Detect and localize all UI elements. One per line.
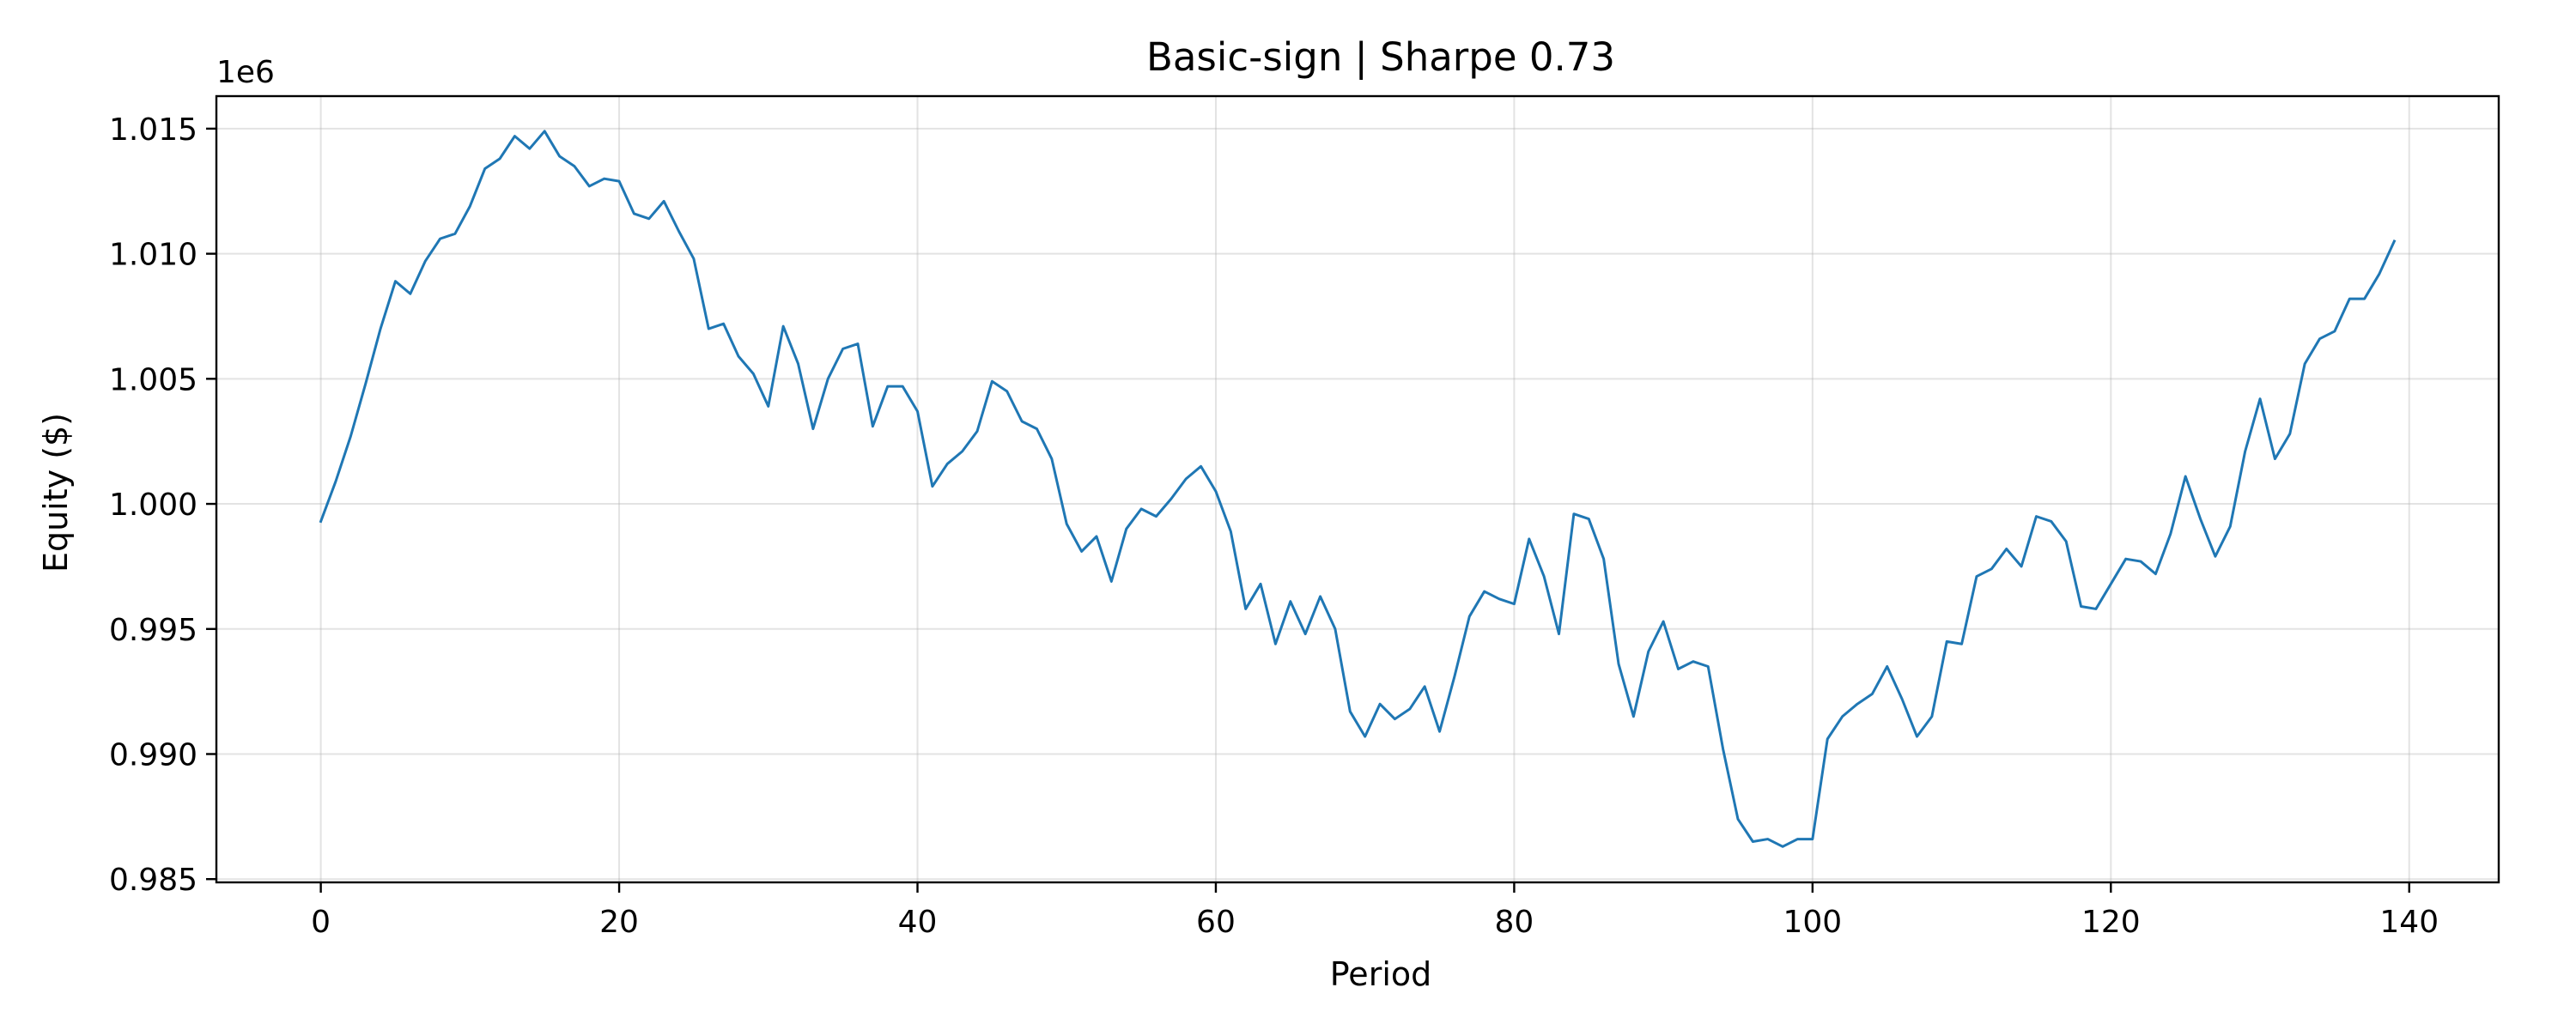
- grid: [216, 96, 2499, 882]
- y-tick-label: 0.995: [109, 613, 197, 648]
- y-tick-label: 0.990: [109, 737, 197, 772]
- x-tick-label: 140: [2379, 905, 2439, 940]
- y-tick-label: 1.010: [109, 238, 197, 273]
- chart-title: Basic-sign | Sharpe 0.73: [1146, 34, 1615, 80]
- series-layer: [319, 130, 2397, 848]
- equity-series-line: [319, 130, 2397, 848]
- x-tick-label: 40: [898, 905, 938, 940]
- plot-frame: [215, 94, 2500, 884]
- x-tick-label: 20: [599, 905, 639, 940]
- x-tick-label: 100: [1783, 905, 1843, 940]
- y-axis-offset-label: 1e6: [216, 55, 275, 90]
- y-axis-label: Equity ($): [37, 413, 75, 573]
- x-tick-label: 80: [1495, 905, 1534, 940]
- y-tick-label: 1.005: [109, 362, 197, 397]
- y-tick-label: 0.985: [109, 863, 197, 898]
- x-tick-label: 0: [311, 905, 331, 940]
- x-tick-label: 60: [1196, 905, 1236, 940]
- y-tick-label: 1.000: [109, 488, 197, 523]
- x-tick-label: 120: [2081, 905, 2141, 940]
- y-tick-label: 1.015: [109, 112, 197, 148]
- x-axis-label: Period: [1330, 955, 1432, 993]
- ticks: 0 20 40 60 80 100 120 140 0.985 0.990 0.995 1.000 1.…: [109, 112, 2439, 940]
